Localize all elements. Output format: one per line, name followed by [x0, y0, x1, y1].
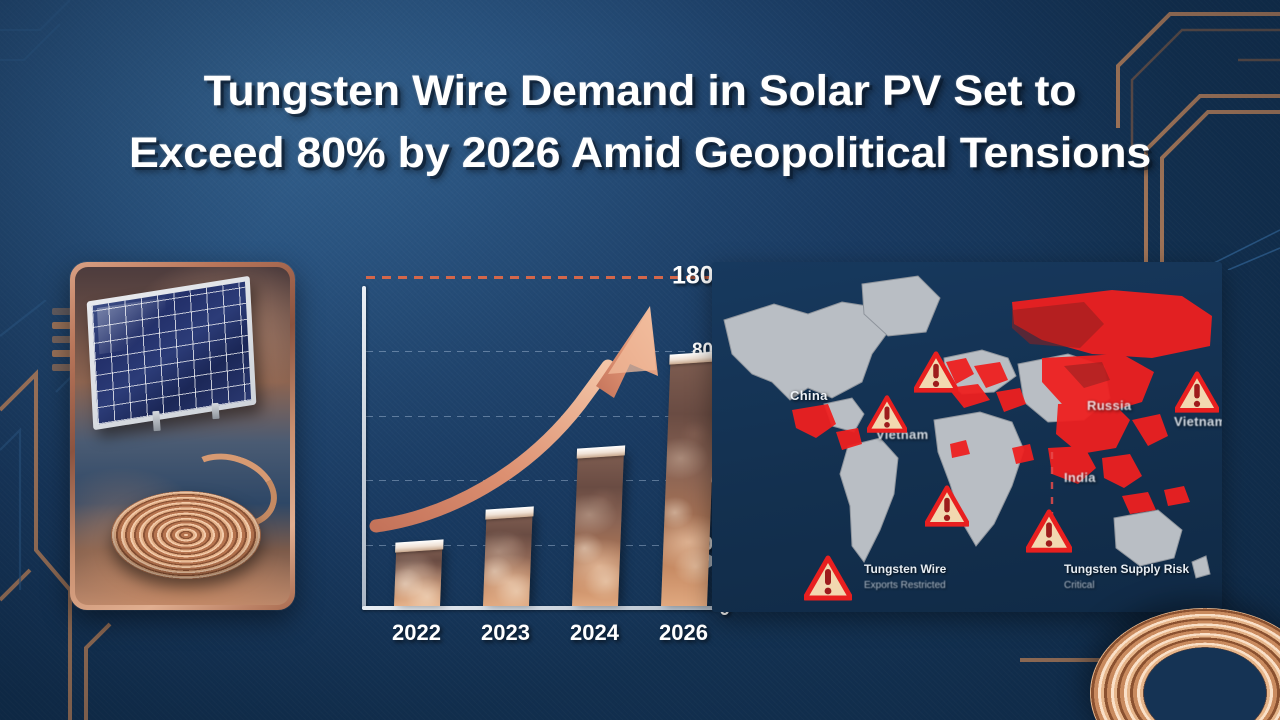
chart-target-line	[366, 276, 724, 279]
bar-copper-texture	[571, 453, 624, 606]
world-map-panel: China Vietnam Russia Vietnam India Tungs…	[712, 262, 1222, 612]
headline: Tungsten Wire Demand in Solar PV Set to …	[0, 60, 1280, 184]
copper-wire-coil-photo	[111, 491, 261, 579]
solar-panel-graphic	[86, 275, 257, 431]
x-axis-tick-2022: 2022	[392, 620, 441, 645]
solar-cell-grid	[91, 281, 252, 425]
map-label-india: India	[1064, 470, 1096, 485]
warning-triangle-icon	[914, 351, 958, 393]
panel-leg-right	[211, 402, 220, 420]
world-map-graphic	[723, 275, 1212, 579]
x-axis-line	[362, 552, 720, 610]
panel-leg-left	[152, 410, 161, 432]
chart-bar-2024	[571, 453, 624, 606]
bar-copper-texture	[393, 547, 442, 606]
chart-gridline	[366, 545, 724, 547]
x-axis-tick-2024: 2024	[570, 620, 619, 645]
map-legend-subtitle-2: Critical	[1064, 580, 1095, 591]
map-legend-title-1: Tungsten Wire	[864, 562, 947, 576]
copper-coil-center-hole	[1090, 608, 1280, 720]
y-axis-line	[362, 286, 366, 610]
headline-line-2: Exceed 80% by 2026 Amid Geopolitical Ten…	[128, 129, 1152, 177]
map-legend-title-2: Tungsten Supply Risk	[1064, 562, 1190, 576]
warning-triangle-icon	[804, 555, 852, 601]
chart-bar-2022	[393, 547, 442, 606]
headline-line-1: Tungsten Wire Demand in Solar PV Set to	[203, 67, 1077, 115]
warning-triangle-icon	[925, 485, 969, 527]
x-axis-tick-2026: 2026	[659, 620, 708, 645]
bar-copper-texture	[482, 515, 532, 606]
chart-gridline	[366, 350, 724, 352]
map-label-vietnam: Vietnam	[1174, 414, 1222, 429]
map-legend-subtitle-1: Exports Restricted	[864, 580, 946, 591]
warning-triangle-icon	[867, 395, 907, 433]
x-axis-tick-2023: 2023	[481, 620, 530, 645]
bar-copper-texture	[660, 359, 716, 606]
chart-plot-area	[366, 288, 726, 606]
chart-bar-2026	[660, 359, 716, 606]
chart-bar-2023	[482, 515, 532, 606]
warning-triangle-icon	[1026, 509, 1072, 553]
photo-image	[75, 267, 290, 605]
map-label-russia: Russia	[1087, 398, 1132, 413]
warning-triangle-icon	[1175, 371, 1219, 413]
solar-panel-photo-card	[70, 262, 295, 610]
map-label-china: China	[790, 388, 828, 403]
